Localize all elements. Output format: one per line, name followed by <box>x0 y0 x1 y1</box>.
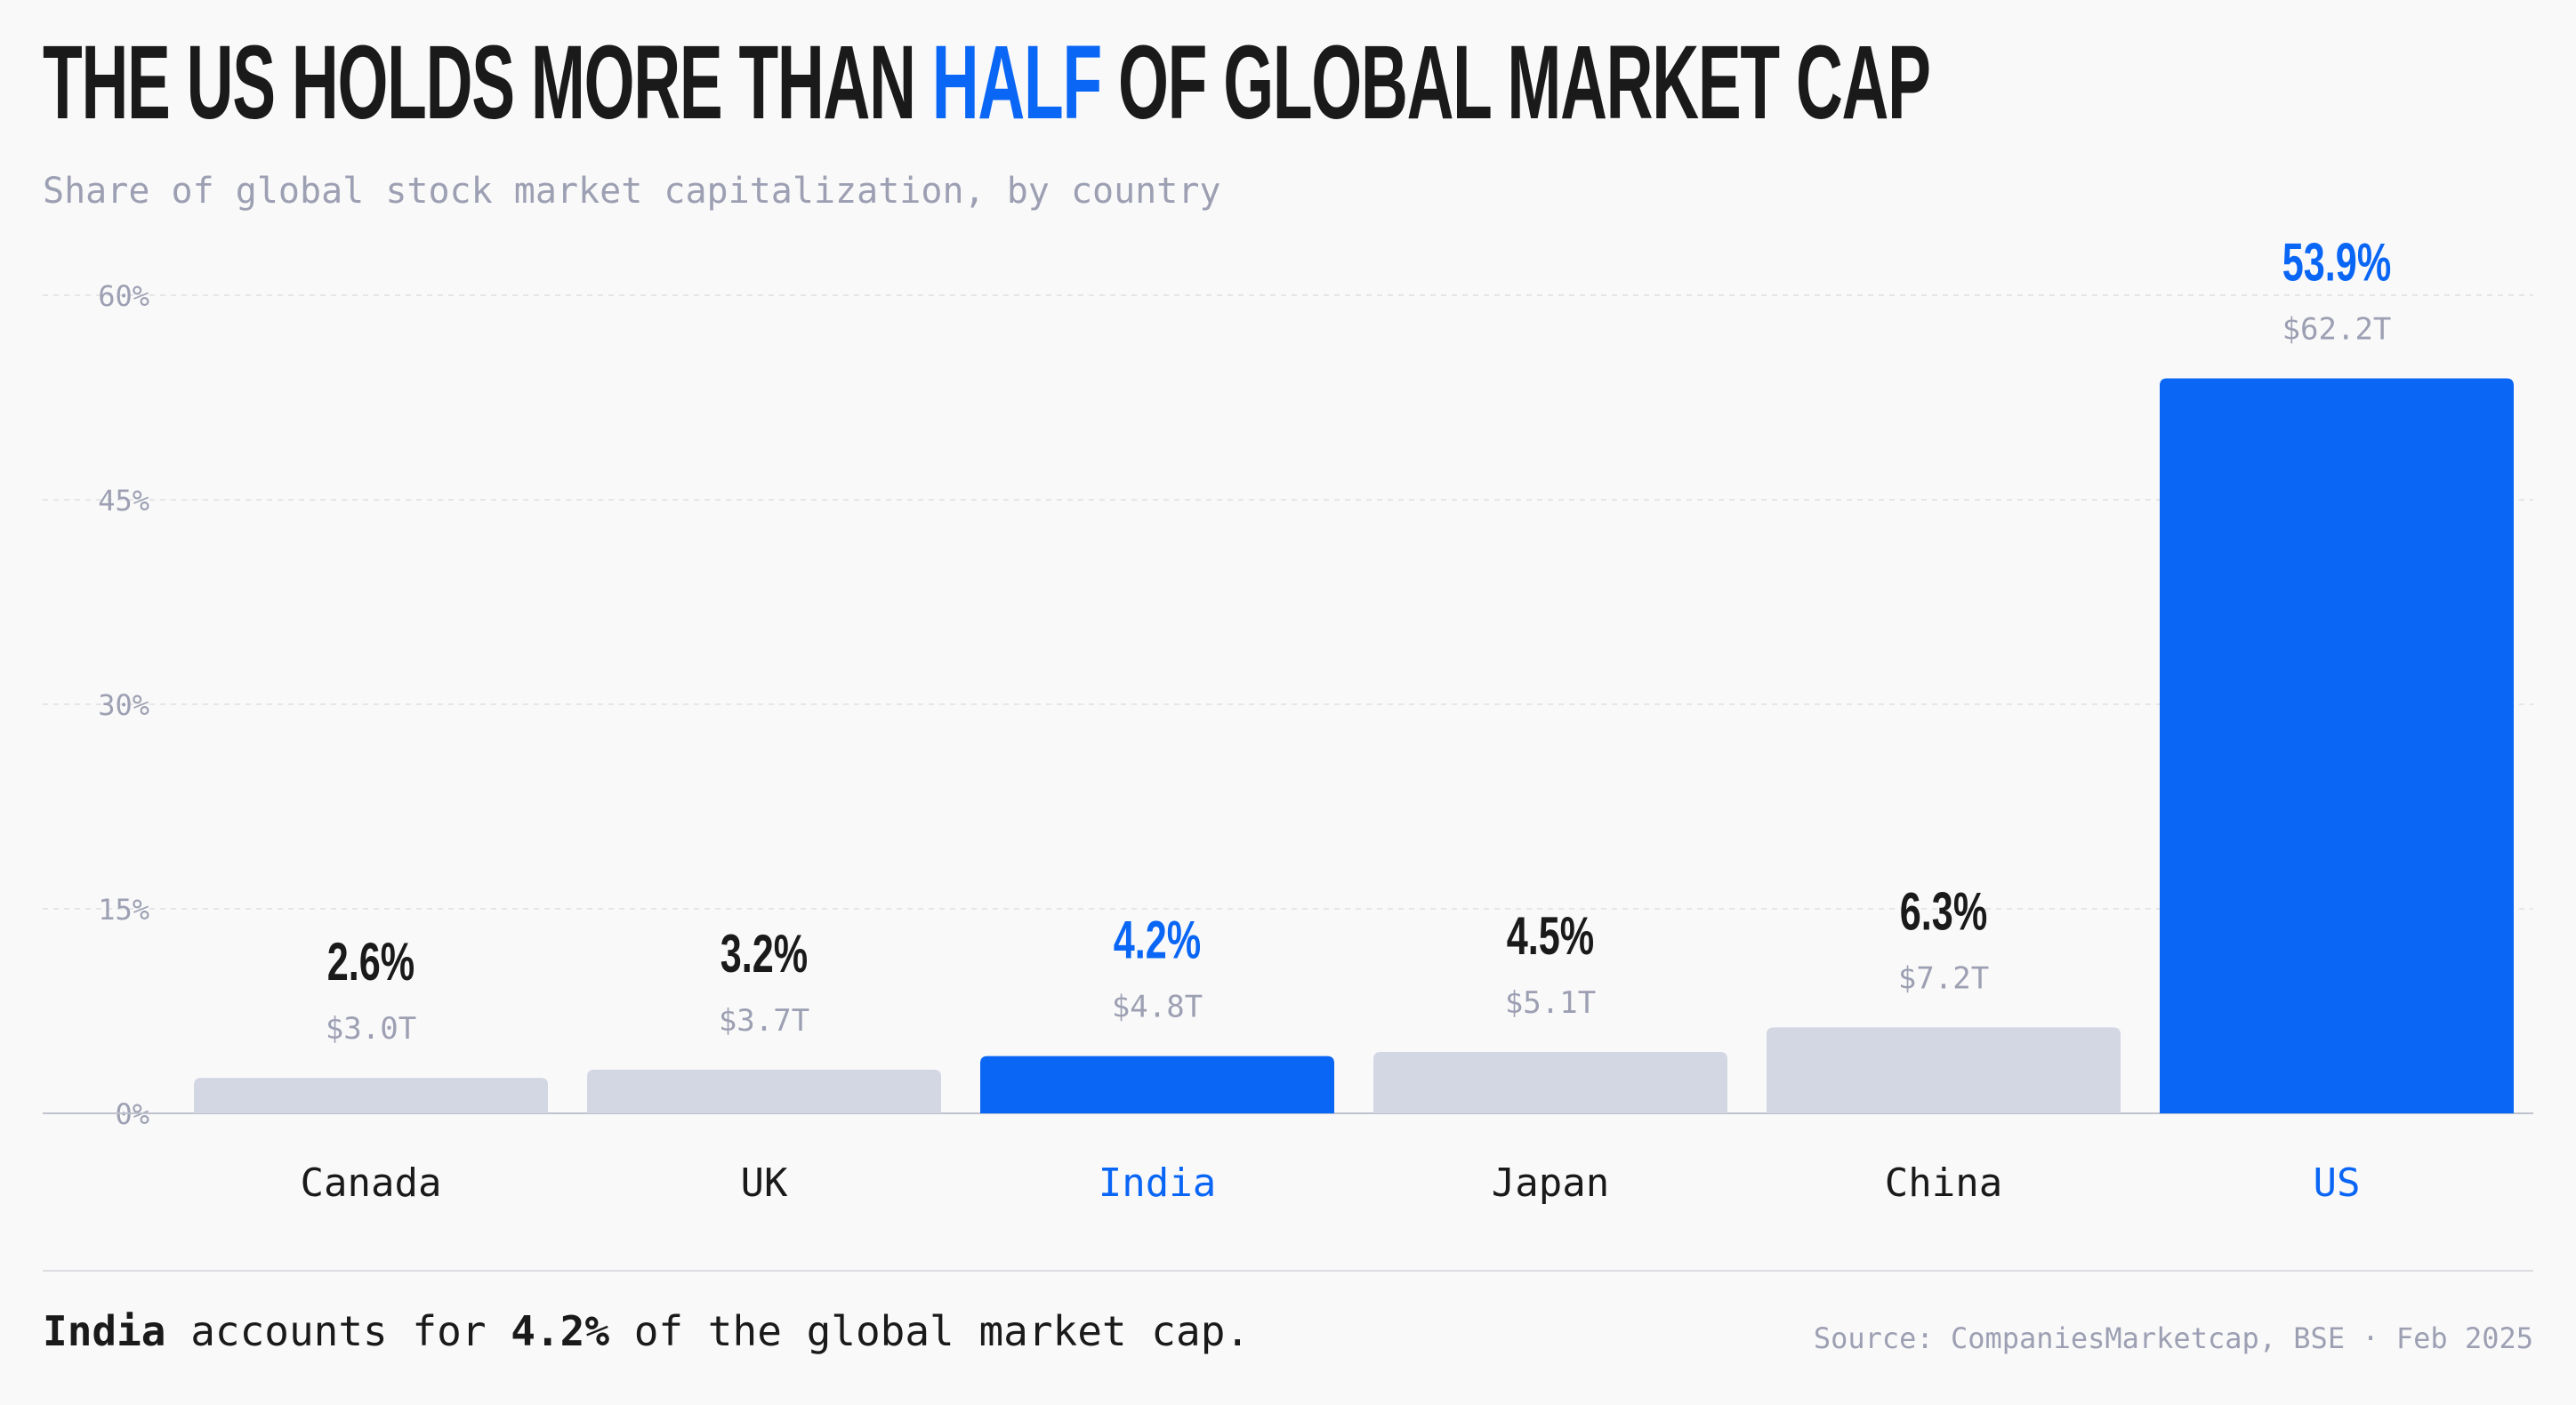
secondary-label: $62.2T <box>2282 312 2392 348</box>
secondary-label: $4.8T <box>1112 990 1203 1025</box>
category-label: UK <box>741 1160 788 1206</box>
value-label: 53.9% <box>2282 234 2391 293</box>
bar-us <box>2160 378 2514 1113</box>
secondary-label: $5.1T <box>1505 985 1596 1021</box>
chart-subtitle: Share of global stock market capitalizat… <box>43 171 1221 212</box>
secondary-label: $3.0T <box>326 1011 416 1047</box>
secondary-label: $3.7T <box>719 1003 809 1039</box>
y-tick-label: 15% <box>98 893 149 927</box>
value-label: 2.6% <box>327 933 415 992</box>
category-label: Japan <box>1492 1160 1609 1206</box>
y-tick-label: 30% <box>98 688 149 722</box>
y-tick-label: 45% <box>98 484 149 518</box>
bar-china <box>1767 1027 2121 1113</box>
title-highlight: half <box>931 24 1102 141</box>
bar-canada <box>194 1078 548 1113</box>
chart-title: The US holds more than half of global ma… <box>43 30 1931 135</box>
bar-chart: 0%15%30%45%60%2.6%$3.0TCanada3.2%$3.7TUK… <box>43 234 2533 1206</box>
value-label: 6.3% <box>1900 883 1987 943</box>
title-part-2: of global market cap <box>1117 24 1931 141</box>
footer-divider <box>43 1270 2533 1272</box>
title-part-1: The US holds more than <box>43 24 916 141</box>
footer-note-mid: accounts for <box>190 1307 487 1355</box>
category-label: India <box>1099 1160 1216 1206</box>
category-label: US <box>2314 1160 2361 1206</box>
footer-note-value: 4.2% <box>511 1307 610 1355</box>
source-credit: Source: CompaniesMarketcap, BSE · Feb 20… <box>1813 1321 2533 1355</box>
y-tick-label: 60% <box>98 279 149 313</box>
category-label: Canada <box>301 1160 442 1206</box>
footer-note-end: of the global market cap. <box>633 1307 1251 1355</box>
footer-note: India accounts for 4.2% of the global ma… <box>43 1307 1250 1355</box>
value-label: 4.5% <box>1507 907 1594 967</box>
bar-japan <box>1373 1052 1727 1113</box>
value-label: 3.2% <box>720 925 808 984</box>
bar-india <box>980 1056 1334 1113</box>
footer-note-country: India <box>43 1307 166 1355</box>
value-label: 4.2% <box>1114 911 1201 971</box>
bar-uk <box>587 1069 941 1113</box>
secondary-label: $7.2T <box>1898 960 1989 996</box>
category-label: China <box>1885 1160 2002 1206</box>
